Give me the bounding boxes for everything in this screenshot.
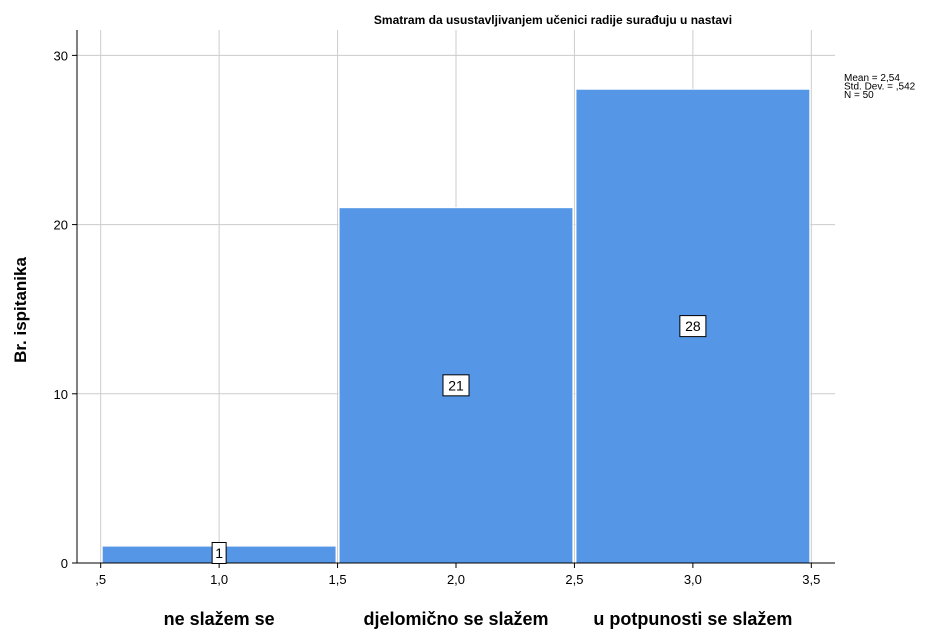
data-label: 28 — [685, 318, 701, 334]
y-tick-label: 20 — [54, 218, 68, 233]
category-label: djelomično se slažem — [363, 609, 548, 629]
x-tick-label: 3,0 — [684, 572, 702, 587]
stats-line: Mean = 2,54 — [844, 73, 900, 84]
data-labels-layer: 1 21 28 — [211, 315, 707, 564]
category-labels: ne slažem se djelomično se slažem u potpun… — [164, 609, 793, 629]
y-axis-label: Br. ispitanika — [11, 257, 30, 363]
chart-title: Smatram da usustavljivanjem učenici radi… — [374, 13, 732, 27]
x-tick-label: 1,0 — [210, 572, 228, 587]
x-tick-label: 2,5 — [565, 572, 583, 587]
category-label: u potpunosti se slažem — [593, 609, 792, 629]
stats-line: N = 50 — [844, 90, 874, 101]
data-label-box — [679, 315, 707, 338]
x-tick-label: 3,5 — [802, 572, 820, 587]
y-tick-label: 0 — [61, 556, 68, 571]
axes-layer: 0 10 20 30 ,5 1,0 1,5 2,0 2,5 3,0 3,5 — [54, 30, 835, 587]
data-label: 21 — [448, 377, 464, 393]
stats-line: Std. Dev. = ,542 — [844, 82, 916, 93]
data-label: 1 — [215, 545, 223, 561]
data-label-box — [442, 374, 470, 397]
x-tick-label: 1,5 — [329, 572, 347, 587]
y-tick-label: 30 — [54, 48, 68, 63]
y-tick-label: 10 — [54, 387, 68, 402]
category-label: ne slažem se — [164, 609, 275, 629]
data-label-box — [211, 542, 227, 564]
x-tick-label: ,5 — [95, 572, 106, 587]
x-tick-label: 2,0 — [447, 572, 465, 587]
